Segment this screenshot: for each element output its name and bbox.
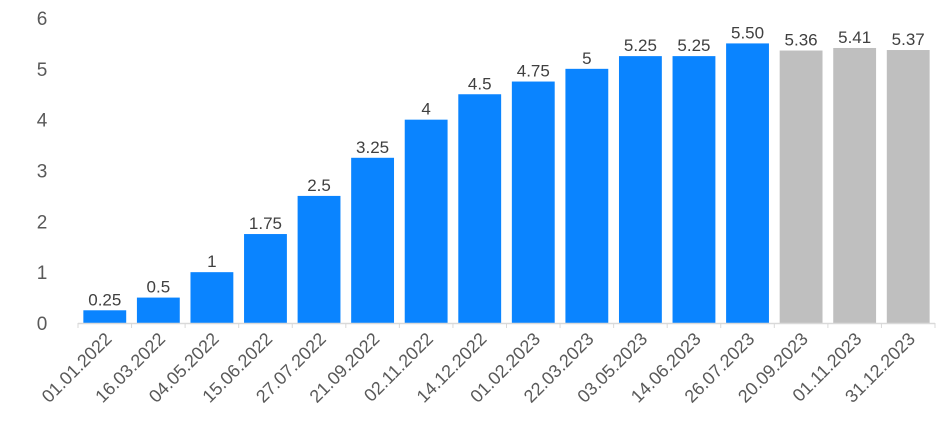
bar-0 (83, 310, 127, 323)
y-tick-label-4: 4 (37, 111, 48, 132)
y-tick-label-0: 0 (37, 314, 48, 335)
data-label-12: 5.50 (731, 23, 764, 42)
data-label-1: 0.5 (147, 278, 171, 297)
x-axis: 01.01.202216.03.202204.05.202215.06.2022… (38, 322, 936, 407)
bar-2 (190, 272, 234, 323)
bar-13 (779, 50, 823, 324)
bar-4 (297, 195, 341, 323)
data-label-2: 1 (207, 252, 216, 271)
bar-10 (618, 56, 662, 323)
y-tick-label-6: 6 (37, 9, 48, 30)
y-tick-label-5: 5 (37, 60, 48, 81)
bar-6 (404, 119, 448, 324)
bars: 0.25 0.5 1 1.75 2.5 3.25 4 4.5 4.75 5 5.25 5.25 5.50… (83, 23, 930, 324)
bar-11 (672, 56, 716, 323)
bar-9 (565, 68, 609, 323)
data-label-5: 3.25 (356, 138, 389, 157)
bar-8 (511, 81, 555, 324)
data-label-14: 5.41 (838, 28, 871, 47)
y-tick-label-3: 3 (37, 162, 48, 183)
bar-14 (833, 47, 877, 323)
y-tick-label-2: 2 (37, 212, 48, 233)
data-label-11: 5.25 (677, 36, 710, 55)
bar-15 (886, 50, 930, 324)
data-label-6: 4 (421, 100, 430, 119)
data-label-0: 0.25 (88, 290, 121, 309)
bar-7 (458, 94, 502, 323)
data-label-9: 5 (582, 49, 591, 68)
data-label-4: 2.5 (307, 176, 331, 195)
data-label-8: 4.75 (517, 62, 550, 81)
data-label-13: 5.36 (785, 31, 818, 50)
bar-3 (244, 234, 287, 323)
bar-12 (726, 43, 769, 324)
bar-5 (351, 157, 395, 323)
data-label-3: 1.75 (249, 214, 282, 233)
y-axis: 0 1 2 3 4 5 6 (37, 9, 48, 335)
bar-1 (136, 297, 180, 323)
data-label-15: 5.37 (892, 30, 925, 49)
data-label-7: 4.5 (468, 74, 492, 93)
data-label-10: 5.25 (624, 36, 657, 55)
y-tick-label-1: 1 (37, 263, 48, 284)
